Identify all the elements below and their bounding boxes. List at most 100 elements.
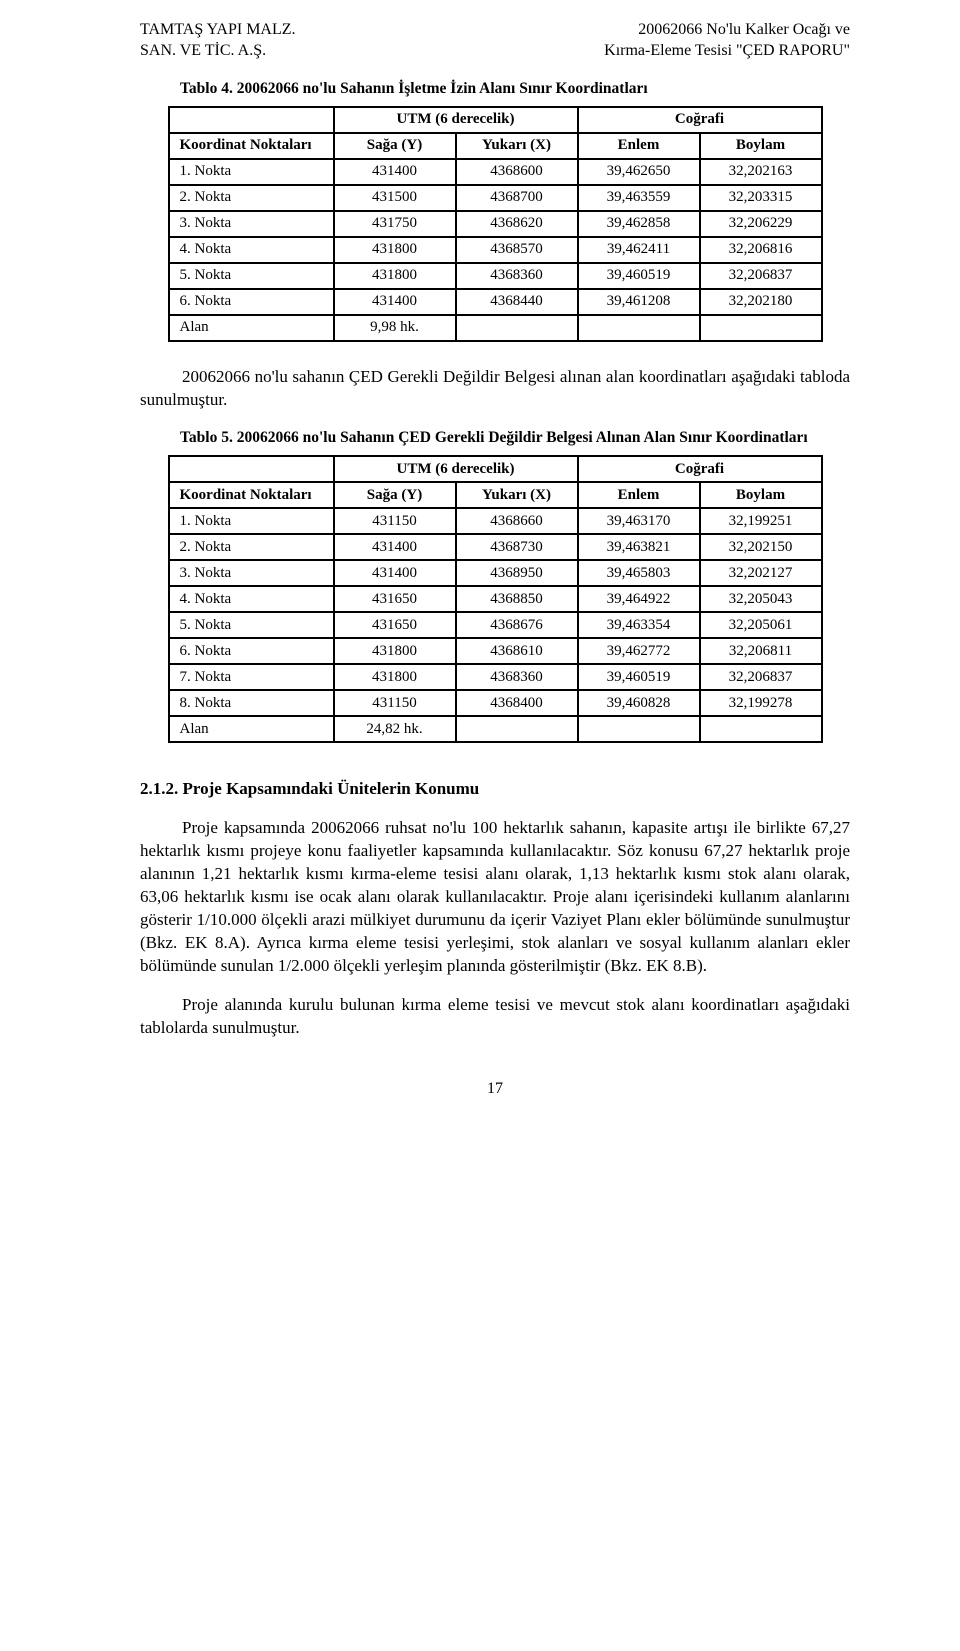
- row-lat: 39,462858: [578, 211, 700, 237]
- row-lat: 39,463354: [578, 612, 700, 638]
- table-row: 1. Nokta431400436860039,46265032,202163: [169, 159, 822, 185]
- row-label: 4. Nokta: [169, 237, 334, 263]
- paragraph-3: Proje alanında kurulu bulunan kırma elem…: [140, 994, 850, 1040]
- row-lon: 32,202163: [700, 159, 822, 185]
- table-row: 4. Nokta431650436885039,46492232,205043: [169, 586, 822, 612]
- section-heading: 2.1.2. Proje Kapsamındaki Ünitelerin Kon…: [140, 779, 850, 799]
- header-right: 20062066 No'lu Kalker Ocağı ve Kırma-Ele…: [604, 20, 850, 62]
- table2-area-label: Alan: [169, 716, 334, 742]
- header-left-line2: SAN. VE TİC. A.Ş.: [140, 41, 296, 62]
- table2-utm-header: UTM (6 derecelik): [334, 456, 578, 482]
- row-lat: 39,462650: [578, 159, 700, 185]
- row-lon: 32,206837: [700, 664, 822, 690]
- table2-area-blank1: [456, 716, 578, 742]
- table1-geo-header: Coğrafi: [578, 107, 822, 133]
- table2-area-blank2: [578, 716, 700, 742]
- row-x: 4368360: [456, 263, 578, 289]
- row-lon: 32,206837: [700, 263, 822, 289]
- table-row: 3. Nokta431400436895039,46580332,202127: [169, 560, 822, 586]
- row-lon: 32,199278: [700, 690, 822, 716]
- table2-header-row1: UTM (6 derecelik) Coğrafi: [169, 456, 822, 482]
- row-lon: 32,206229: [700, 211, 822, 237]
- table-row: 4. Nokta431800436857039,46241132,206816: [169, 237, 822, 263]
- table1-col2: Yukarı (X): [456, 133, 578, 159]
- table2-col3: Enlem: [578, 482, 700, 508]
- page-number: 17: [140, 1080, 850, 1098]
- table2: UTM (6 derecelik) Coğrafi Koordinat Nokt…: [168, 455, 823, 743]
- row-label: 6. Nokta: [169, 638, 334, 664]
- table1-col3: Enlem: [578, 133, 700, 159]
- table-row: 8. Nokta431150436840039,46082832,199278: [169, 690, 822, 716]
- row-lon: 32,206811: [700, 638, 822, 664]
- row-lat: 39,463821: [578, 534, 700, 560]
- table1-col4: Boylam: [700, 133, 822, 159]
- row-label: 1. Nokta: [169, 159, 334, 185]
- row-y: 431500: [334, 185, 456, 211]
- row-y: 431400: [334, 289, 456, 315]
- row-y: 431400: [334, 560, 456, 586]
- row-x: 4368700: [456, 185, 578, 211]
- row-lat: 39,463170: [578, 508, 700, 534]
- table-row: 1. Nokta431150436866039,46317032,199251: [169, 508, 822, 534]
- row-x: 4368676: [456, 612, 578, 638]
- row-label: 3. Nokta: [169, 211, 334, 237]
- row-lat: 39,462772: [578, 638, 700, 664]
- row-y: 431800: [334, 237, 456, 263]
- row-y: 431800: [334, 664, 456, 690]
- table1-blank-header: [169, 107, 334, 133]
- page-header: TAMTAŞ YAPI MALZ. SAN. VE TİC. A.Ş. 2006…: [140, 20, 850, 62]
- header-left-line1: TAMTAŞ YAPI MALZ.: [140, 20, 296, 41]
- table2-col0: Koordinat Noktaları: [169, 482, 334, 508]
- table2-area-row: Alan 24,82 hk.: [169, 716, 822, 742]
- paragraph-2: Proje kapsamında 20062066 ruhsat no'lu 1…: [140, 817, 850, 978]
- document-page: TAMTAŞ YAPI MALZ. SAN. VE TİC. A.Ş. 2006…: [0, 0, 960, 1138]
- row-y: 431800: [334, 263, 456, 289]
- row-lon: 32,203315: [700, 185, 822, 211]
- row-y: 431800: [334, 638, 456, 664]
- row-lat: 39,460828: [578, 690, 700, 716]
- row-label: 3. Nokta: [169, 560, 334, 586]
- row-label: 6. Nokta: [169, 289, 334, 315]
- table-row: 6. Nokta431400436844039,46120832,202180: [169, 289, 822, 315]
- row-lat: 39,464922: [578, 586, 700, 612]
- row-label: 2. Nokta: [169, 534, 334, 560]
- table2-col1: Sağa (Y): [334, 482, 456, 508]
- row-y: 431150: [334, 690, 456, 716]
- row-x: 4368600: [456, 159, 578, 185]
- row-label: 5. Nokta: [169, 263, 334, 289]
- row-x: 4368660: [456, 508, 578, 534]
- row-label: 1. Nokta: [169, 508, 334, 534]
- table-row: 7. Nokta431800436836039,46051932,206837: [169, 664, 822, 690]
- table1-header-row1: UTM (6 derecelik) Coğrafi: [169, 107, 822, 133]
- row-lat: 39,461208: [578, 289, 700, 315]
- row-x: 4368570: [456, 237, 578, 263]
- table1-col1: Sağa (Y): [334, 133, 456, 159]
- row-label: 8. Nokta: [169, 690, 334, 716]
- row-lat: 39,463559: [578, 185, 700, 211]
- table1-col0: Koordinat Noktaları: [169, 133, 334, 159]
- table1-area-blank3: [700, 315, 822, 341]
- table1-area-blank1: [456, 315, 578, 341]
- table2-area-value: 24,82 hk.: [334, 716, 456, 742]
- table1-area-row: Alan 9,98 hk.: [169, 315, 822, 341]
- table2-col2: Yukarı (X): [456, 482, 578, 508]
- row-label: 4. Nokta: [169, 586, 334, 612]
- table1-title: Tablo 4. 20062066 no'lu Sahanın İşletme …: [140, 80, 850, 98]
- row-y: 431650: [334, 586, 456, 612]
- table-row: 6. Nokta431800436861039,46277232,206811: [169, 638, 822, 664]
- row-lon: 32,199251: [700, 508, 822, 534]
- row-lon: 32,202180: [700, 289, 822, 315]
- table2-col4: Boylam: [700, 482, 822, 508]
- row-lon: 32,206816: [700, 237, 822, 263]
- row-y: 431150: [334, 508, 456, 534]
- row-lon: 32,205061: [700, 612, 822, 638]
- table-row: 2. Nokta431400436873039,46382132,202150: [169, 534, 822, 560]
- row-lon: 32,202150: [700, 534, 822, 560]
- row-label: 2. Nokta: [169, 185, 334, 211]
- table1-area-value: 9,98 hk.: [334, 315, 456, 341]
- table1-utm-header: UTM (6 derecelik): [334, 107, 578, 133]
- row-x: 4368620: [456, 211, 578, 237]
- table2-area-blank3: [700, 716, 822, 742]
- table-row: 2. Nokta431500436870039,46355932,203315: [169, 185, 822, 211]
- row-lon: 32,202127: [700, 560, 822, 586]
